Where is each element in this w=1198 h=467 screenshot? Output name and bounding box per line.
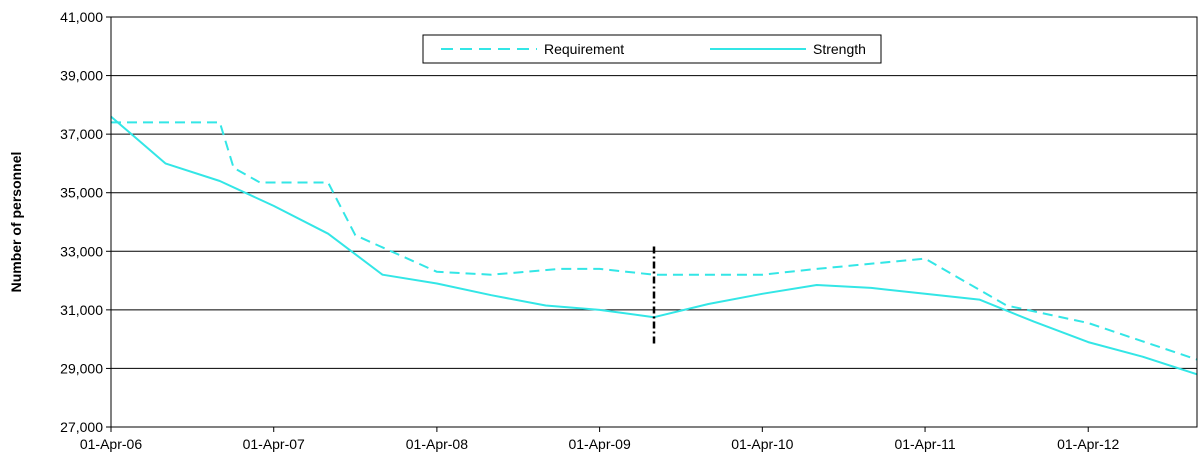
y-tick-label: 35,000 — [60, 185, 103, 201]
y-tick-label: 33,000 — [60, 243, 103, 259]
y-tick-label: 39,000 — [60, 68, 103, 84]
y-axis-title: Number of personnel — [8, 152, 24, 293]
y-tick-label: 27,000 — [60, 419, 103, 435]
legend: Requirement Strength — [422, 34, 882, 64]
y-tick-label: 37,000 — [60, 126, 103, 142]
y-axis-ticks: 27,000 29,000 31,000 33,000 35,000 37,000 39,0… — [60, 9, 111, 435]
x-tick-label: 01-Apr-11 — [894, 436, 955, 452]
x-tick-label: 01-Apr-07 — [243, 436, 305, 452]
y-tick-label: 29,000 — [60, 360, 103, 376]
x-tick-label: 01-Apr-10 — [731, 436, 793, 452]
legend-label-strength: Strength — [813, 41, 866, 57]
series-line-requirement — [111, 121, 1198, 361]
x-tick-label: 01-Apr-08 — [406, 436, 468, 452]
y-tick-label: 41,000 — [60, 9, 103, 25]
x-tick-label: 01-Apr-12 — [1057, 436, 1119, 452]
x-axis-ticks: 01-Apr-06 01-Apr-07 01-Apr-08 01-Apr-09 01-A… — [80, 427, 1120, 452]
y-tick-label: 31,000 — [60, 302, 103, 318]
series-line-strength — [110, 115, 1198, 376]
legend-label-requirement: Requirement — [544, 41, 624, 57]
x-tick-label: 01-Apr-09 — [568, 436, 630, 452]
plot-area-border — [110, 16, 1198, 428]
series-lines — [110, 115, 1198, 376]
x-tick-label: 01-Apr-06 — [80, 436, 142, 452]
